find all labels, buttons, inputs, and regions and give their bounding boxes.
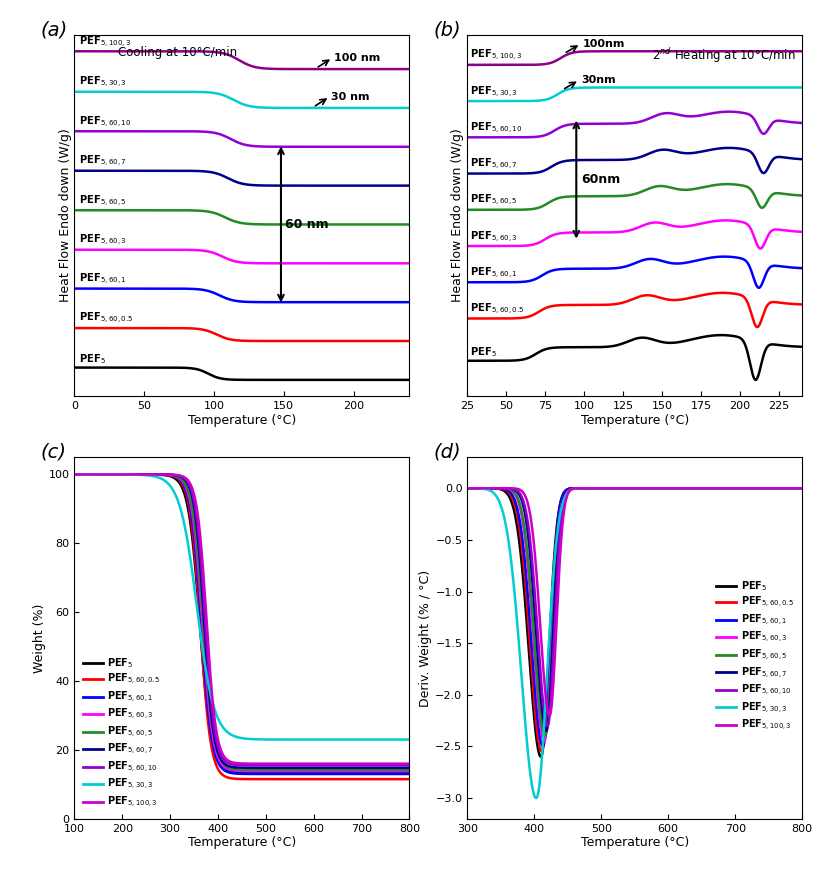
- Text: PEF$_{5,60,10}$: PEF$_{5,60,10}$: [79, 114, 131, 130]
- Text: (d): (d): [433, 442, 461, 462]
- X-axis label: Temperature (°C): Temperature (°C): [581, 414, 689, 427]
- Text: 100nm: 100nm: [582, 38, 625, 49]
- Text: PEF$_{5,60,0.5}$: PEF$_{5,60,0.5}$: [79, 311, 132, 327]
- Text: PEF$_{5,30,3}$: PEF$_{5,30,3}$: [79, 75, 127, 90]
- Y-axis label: Heat Flow Endo down (W/g): Heat Flow Endo down (W/g): [452, 129, 465, 302]
- Text: (c): (c): [41, 442, 67, 462]
- X-axis label: Temperature (°C): Temperature (°C): [581, 836, 689, 849]
- Text: 2$^{nd}$ Heating at 10°C/min: 2$^{nd}$ Heating at 10°C/min: [652, 45, 796, 64]
- Y-axis label: Weight (%): Weight (%): [33, 604, 45, 672]
- Text: PEF$_5$: PEF$_5$: [471, 346, 497, 359]
- Text: 100 nm: 100 nm: [334, 53, 380, 63]
- Text: PEF$_5$: PEF$_5$: [79, 352, 106, 366]
- Text: PEF$_{5,60,0.5}$: PEF$_{5,60,0.5}$: [471, 302, 524, 317]
- X-axis label: Temperature (°C): Temperature (°C): [188, 836, 296, 849]
- Text: PEF$_{5,60,5}$: PEF$_{5,60,5}$: [79, 193, 126, 209]
- Text: PEF$_{5,30,3}$: PEF$_{5,30,3}$: [471, 84, 518, 99]
- Text: PEF$_{5,60,5}$: PEF$_{5,60,5}$: [471, 193, 518, 208]
- Text: Cooling at 10°C/min: Cooling at 10°C/min: [118, 45, 237, 58]
- Text: (b): (b): [433, 20, 461, 39]
- Y-axis label: Heat Flow Endo down (W/g): Heat Flow Endo down (W/g): [59, 129, 72, 302]
- Text: PEF$_{5,60,1}$: PEF$_{5,60,1}$: [79, 272, 126, 287]
- Text: (a): (a): [41, 20, 68, 39]
- Y-axis label: Deriv. Weight (% / °C): Deriv. Weight (% / °C): [419, 570, 433, 706]
- X-axis label: Temperature (°C): Temperature (°C): [188, 414, 296, 427]
- Text: 60nm: 60nm: [581, 173, 620, 186]
- Text: PEF$_{5,60,7}$: PEF$_{5,60,7}$: [79, 154, 127, 169]
- Legend: PEF$_5$, PEF$_{5,60,0.5}$, PEF$_{5,60,1}$, PEF$_{5,60,3}$, PEF$_{5,60,5}$, PEF$_: PEF$_5$, PEF$_{5,60,0.5}$, PEF$_{5,60,1}…: [79, 652, 165, 814]
- Text: PEF$_{5,60,3}$: PEF$_{5,60,3}$: [471, 229, 518, 245]
- Text: 30 nm: 30 nm: [331, 91, 370, 102]
- Text: PEF$_{5,60,3}$: PEF$_{5,60,3}$: [79, 233, 127, 248]
- Text: PEF$_{5,60,10}$: PEF$_{5,60,10}$: [471, 121, 523, 136]
- Legend: PEF$_5$, PEF$_{5,60,0.5}$, PEF$_{5,60,1}$, PEF$_{5,60,3}$, PEF$_{5,60,5}$, PEF$_: PEF$_5$, PEF$_{5,60,0.5}$, PEF$_{5,60,1}…: [712, 575, 797, 737]
- Text: 60 nm: 60 nm: [285, 218, 329, 231]
- Text: PEF$_{5,100,3}$: PEF$_{5,100,3}$: [79, 35, 131, 50]
- Text: PEF$_{5,60,1}$: PEF$_{5,60,1}$: [471, 266, 518, 280]
- Text: 30nm: 30nm: [581, 75, 615, 85]
- Text: PEF$_{5,60,7}$: PEF$_{5,60,7}$: [471, 157, 518, 172]
- Text: PEF$_{5,100,3}$: PEF$_{5,100,3}$: [471, 48, 523, 64]
